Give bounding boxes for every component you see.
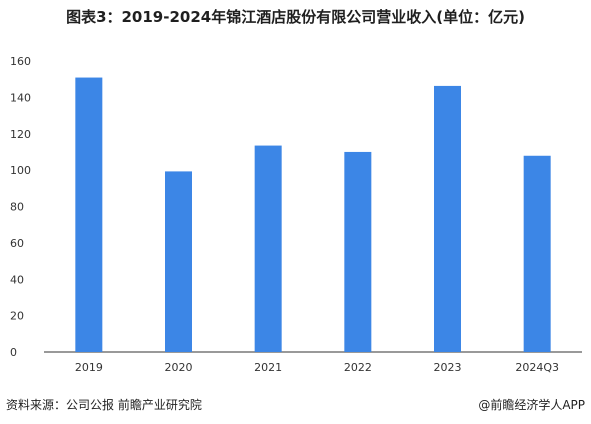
- bar-2021: [254, 145, 282, 352]
- bar-2024Q3: [523, 155, 551, 352]
- y-tick-label: 0: [10, 346, 17, 359]
- y-tick-label: 20: [10, 310, 24, 323]
- credit-note: @前瞻经济学人APP: [478, 398, 585, 412]
- x-tick-label: 2019: [75, 361, 103, 374]
- y-tick-label: 60: [10, 237, 24, 250]
- y-tick-label: 80: [10, 201, 24, 214]
- chart-title: 图表3：2019-2024年锦江酒店股份有限公司营业收入(单位：亿元): [66, 8, 525, 26]
- x-tick-label: 2024Q3: [515, 361, 559, 374]
- x-tick-label: 2023: [434, 361, 462, 374]
- bar-2020: [165, 171, 192, 352]
- y-tick-label: 40: [10, 273, 24, 286]
- x-tick-label: 2022: [344, 361, 372, 374]
- x-tick-label: 2020: [165, 361, 193, 374]
- y-tick-label: 140: [10, 91, 31, 104]
- y-tick-label: 120: [10, 128, 31, 141]
- bar-2022: [344, 151, 372, 352]
- source-note: 资料来源：公司公报 前瞻产业研究院: [6, 398, 202, 412]
- y-tick-label: 100: [10, 164, 31, 177]
- y-tick-label: 160: [10, 55, 31, 68]
- x-tick-label: 2021: [254, 361, 282, 374]
- bar-2019: [75, 77, 103, 352]
- bar-2023: [434, 85, 461, 353]
